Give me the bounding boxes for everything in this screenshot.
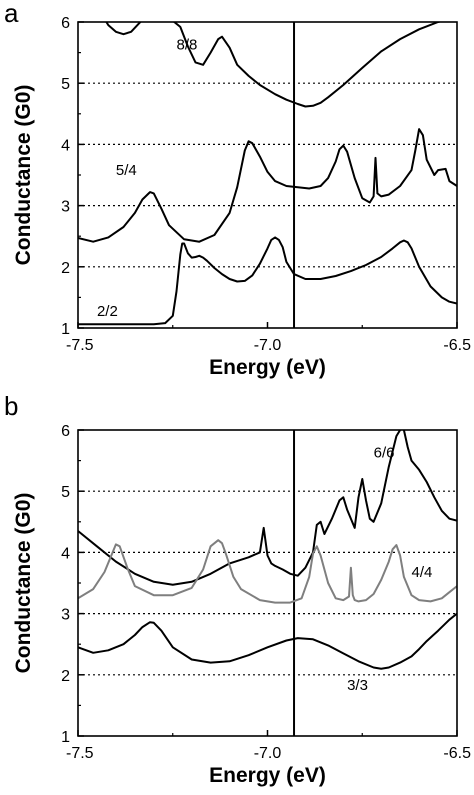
y-tick-label: 2: [61, 668, 70, 685]
series-group: [78, 22, 457, 326]
series-line-2-2: [78, 236, 457, 326]
y-tick-label: 6: [61, 15, 70, 32]
series-line-8-8: [105, 22, 442, 108]
x-tick-label: -6.5: [443, 745, 471, 762]
panel-label: b: [4, 391, 18, 421]
x-tick-label: -7.5: [66, 745, 94, 762]
x-tick-label: -6.5: [443, 337, 471, 354]
panel-a: a 1 2 3 4 5 6 -7.5 -7.0 -6.5 Energy (eV) Conductanc…: [4, 0, 471, 379]
y-tick-label: 5: [61, 484, 70, 501]
series-group: [78, 430, 457, 670]
series-annotation: 8/8: [177, 37, 198, 54]
y-tick-label: 3: [61, 607, 70, 624]
series-line-6-6: [78, 430, 457, 586]
y-tick-label: 4: [61, 137, 70, 154]
series-annotation: 3/3: [347, 677, 368, 694]
panel-label: a: [4, 0, 19, 28]
x-axis-title: Energy (eV): [209, 764, 326, 787]
x-axis-title: Energy (eV): [209, 356, 326, 379]
series-line-3-3: [78, 612, 457, 670]
y-axis-title: Conductance (G0): [12, 493, 35, 674]
y-tick-label: 3: [61, 199, 70, 216]
series-annotation: 5/4: [116, 162, 137, 179]
x-tick-label: -7.0: [254, 337, 282, 354]
y-tick-label: 5: [61, 76, 70, 93]
series-annotation: 6/6: [374, 445, 395, 462]
series-line-5-4: [78, 128, 457, 243]
panel-b: b 1 2 3 4 5 6 -7.5 -7.0 -6.5 Energy (eV) Conductanc…: [4, 391, 471, 787]
series-annotation: 2/2: [97, 303, 118, 320]
x-tick-label: -7.5: [66, 337, 94, 354]
y-tick-label: 1: [61, 729, 70, 746]
y-tick-label: 1: [61, 321, 70, 338]
y-tick-label: 6: [61, 423, 70, 440]
x-tick-label: -7.0: [254, 745, 282, 762]
y-tick-label: 4: [61, 545, 70, 562]
plot-frame: [77, 429, 458, 737]
y-tick-label: 2: [61, 260, 70, 277]
series-line-4-4: [78, 539, 457, 604]
series-annotation: 4/4: [412, 564, 433, 581]
y-axis-title: Conductance (G0): [12, 85, 35, 266]
